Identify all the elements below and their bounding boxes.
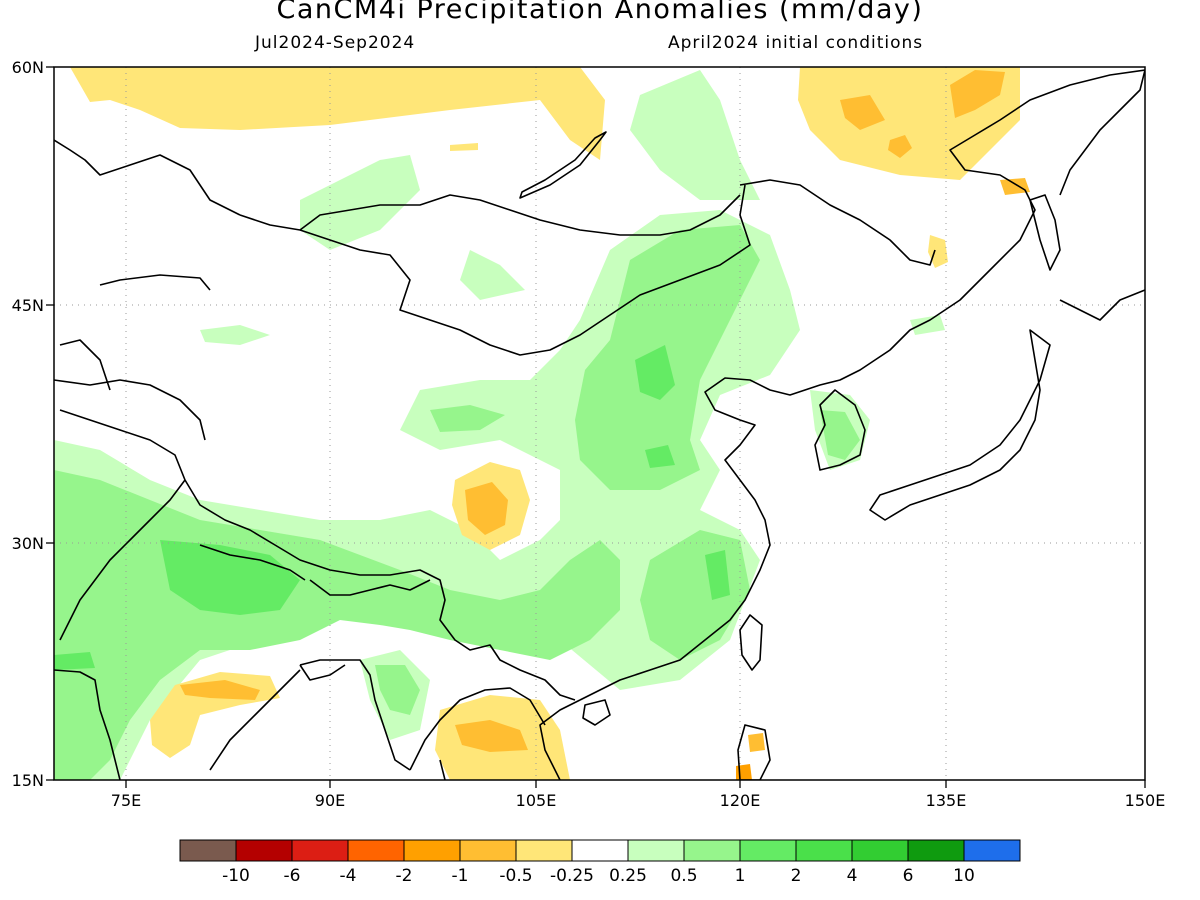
colorbar-label: 6 xyxy=(903,866,914,886)
lon-label: 90E xyxy=(315,791,345,810)
lat-label: 30N xyxy=(12,534,44,553)
colorbar-swatch xyxy=(683,839,741,862)
colorbar-swatch xyxy=(403,839,461,862)
anomaly-region xyxy=(820,410,860,460)
anomaly-region xyxy=(630,70,760,200)
colorbar-swatch xyxy=(963,839,1021,862)
lon-label: 135E xyxy=(926,791,967,810)
lon-label: 120E xyxy=(720,791,761,810)
anomaly-region xyxy=(54,652,95,670)
lon-label: 105E xyxy=(516,791,557,810)
anomaly-region xyxy=(950,70,1005,118)
anomaly-region xyxy=(635,345,675,400)
lon-label: 75E xyxy=(111,791,141,810)
colorbar-swatch xyxy=(291,839,349,862)
anomaly-region xyxy=(465,482,508,535)
anomaly-region xyxy=(928,235,948,268)
colorbar-swatch xyxy=(739,839,797,862)
anomaly-region xyxy=(430,405,505,432)
anomaly-region xyxy=(705,550,730,600)
lat-label: 45N xyxy=(12,296,44,315)
anomaly-region xyxy=(160,540,300,615)
lat-label: 15N xyxy=(12,771,44,790)
colorbar-label: -2 xyxy=(396,866,413,886)
colorbar-label: 0.5 xyxy=(670,866,697,886)
colorbar-label: -4 xyxy=(340,866,357,886)
colorbar-label: 2 xyxy=(791,866,802,886)
anomaly-region xyxy=(300,155,420,250)
anomaly-region xyxy=(645,445,675,468)
anomaly-region xyxy=(888,135,912,158)
colorbar-label: 4 xyxy=(847,866,858,886)
anomaly-region xyxy=(375,665,420,715)
colorbar-swatch xyxy=(515,839,573,862)
anomaly-region xyxy=(200,325,270,345)
colorbar-label: -6 xyxy=(284,866,301,886)
colorbar-swatch xyxy=(571,839,629,862)
anomaly-region xyxy=(910,315,945,335)
colorbar-label: 10 xyxy=(953,866,975,886)
colorbar-label: 0.25 xyxy=(609,866,647,886)
colorbar-swatch xyxy=(459,839,517,862)
anomaly-shading xyxy=(54,67,1030,780)
colorbar-label: -10 xyxy=(222,866,250,886)
colorbar-swatch xyxy=(179,839,237,862)
anomaly-region xyxy=(450,143,478,151)
gridlines xyxy=(54,67,1145,780)
period-label: Jul2024-Sep2024 xyxy=(255,33,416,53)
coastlines xyxy=(54,69,1145,780)
anomaly-region xyxy=(460,250,525,300)
colorbar-label: -0.25 xyxy=(550,866,594,886)
colorbar-swatch xyxy=(347,839,405,862)
anomaly-region xyxy=(748,733,765,752)
anomaly-region xyxy=(180,680,260,700)
axis-ticks xyxy=(46,66,1146,788)
colorbar-swatch xyxy=(235,839,293,862)
anomaly-region xyxy=(1000,178,1030,195)
init-conditions-label: April2024 initial conditions xyxy=(668,33,924,53)
colorbar-label: -1 xyxy=(452,866,469,886)
map-title: CanCM4i Precipitation Anomalies (mm/day) xyxy=(276,0,924,25)
colorbar-label: 1 xyxy=(735,866,746,886)
colorbar-swatch xyxy=(907,839,965,862)
colorbar-swatch xyxy=(627,839,685,862)
colorbar-swatch xyxy=(795,839,853,862)
colorbar-swatch xyxy=(851,839,909,862)
anomaly-region xyxy=(70,67,605,160)
colorbar-label: -0.5 xyxy=(499,866,532,886)
colorbar: -10 -6 -4 -2 -1 -0.5 -0.25 0.25 0.5 1 2 4 6 10 xyxy=(179,839,1021,886)
lat-label: 60N xyxy=(12,58,44,77)
anomaly-region xyxy=(455,720,528,752)
anomaly-region xyxy=(840,95,885,130)
lon-label: 150E xyxy=(1125,791,1166,810)
map-frame xyxy=(53,66,1146,781)
